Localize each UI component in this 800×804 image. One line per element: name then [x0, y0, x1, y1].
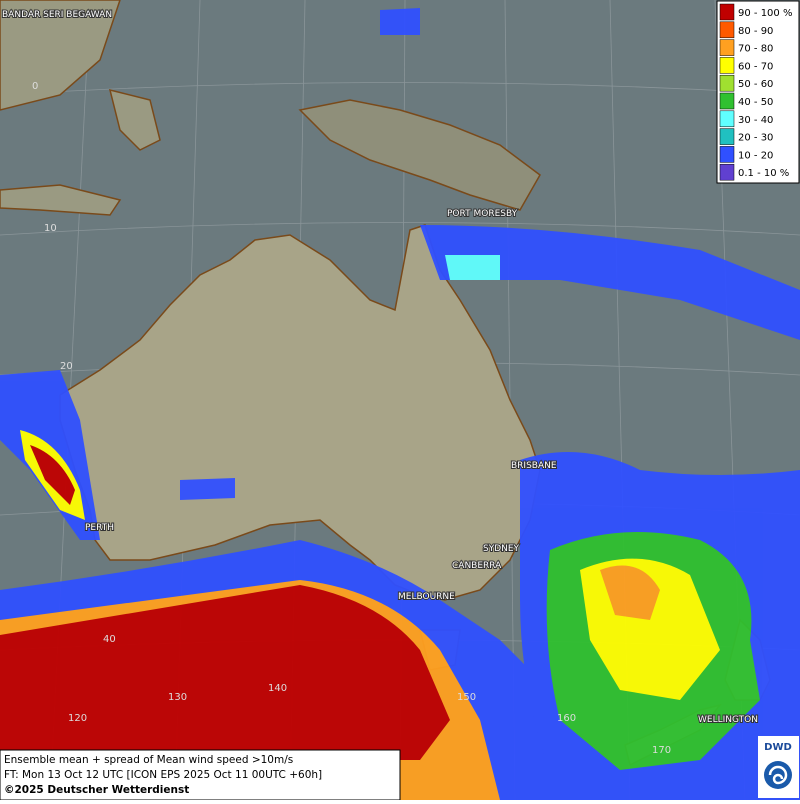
legend-label: 70 - 80: [738, 44, 773, 55]
grid-labels: 0 10 20 40 120 130 140 150 160 170: [32, 81, 671, 756]
city-label: PORT MORESBY: [447, 209, 518, 219]
legend-swatch: [719, 57, 735, 74]
legend-label: 20 - 30: [738, 133, 773, 144]
grid-label: 150: [457, 692, 476, 703]
legend-label: 50 - 60: [738, 79, 773, 90]
city-label: BRISBANE: [511, 461, 557, 471]
logo-text: DWD: [764, 742, 792, 753]
footer: Ensemble mean + spread of Mean wind spee…: [0, 749, 401, 801]
legend-swatch: [719, 21, 735, 39]
legend-swatch: [719, 39, 735, 56]
legend-label: 80 - 90: [738, 26, 773, 37]
legend-label: 40 - 50: [738, 97, 773, 108]
legend-swatch: [719, 74, 735, 92]
grid-label: 10: [44, 223, 57, 234]
grid-label: 0: [32, 81, 38, 92]
grid-label: 160: [557, 713, 576, 724]
legend-label: 0.1 - 10 %: [738, 168, 789, 179]
grid-label: 120: [68, 713, 87, 724]
grid-label: 140: [268, 683, 287, 694]
footer-line: FT: Mon 13 Oct 12 UTC [ICON EPS 2025 Oct…: [4, 769, 322, 781]
footer-line: Ensemble mean + spread of Mean wind spee…: [4, 754, 293, 766]
city-label: BANDAR SERI BEGAWAN: [2, 10, 112, 20]
grid-label: 170: [652, 745, 671, 756]
grid-label: 20: [60, 361, 73, 372]
city-label: CANBERRA: [452, 561, 502, 571]
legend-swatch: [719, 92, 735, 110]
legend: 90 - 100 % 80 - 90 70 - 80 60 - 70 50 - 60 40…: [716, 0, 800, 184]
legend-label: 90 - 100 %: [738, 8, 792, 19]
city-label: WELLINGTON: [698, 715, 758, 725]
logo: DWD: [758, 736, 799, 798]
footer-line: ©2025 Deutscher Wetterdienst: [4, 784, 189, 796]
legend-swatch: [719, 146, 735, 163]
city-label: PERTH: [85, 523, 114, 533]
wind-field: [0, 8, 800, 800]
logo-swirl: [768, 765, 788, 785]
grid-label: 40: [103, 634, 116, 645]
city-label: SYDNEY: [483, 544, 520, 554]
legend-swatch: [719, 128, 735, 145]
legend-label: 60 - 70: [738, 61, 773, 72]
legend-label: 30 - 40: [738, 115, 773, 126]
legend-label: 10 - 20: [738, 150, 773, 161]
footer-box: [0, 749, 401, 801]
legend-swatch: [719, 163, 735, 181]
legend-swatch: [719, 110, 735, 128]
city-label: MELBOURNE: [398, 592, 455, 602]
city-labels: BANDAR SERI BEGAWAN PORT MORESBY BRISBAN…: [1, 9, 759, 726]
legend-swatch: [719, 3, 735, 21]
grid-label: 130: [168, 692, 187, 703]
